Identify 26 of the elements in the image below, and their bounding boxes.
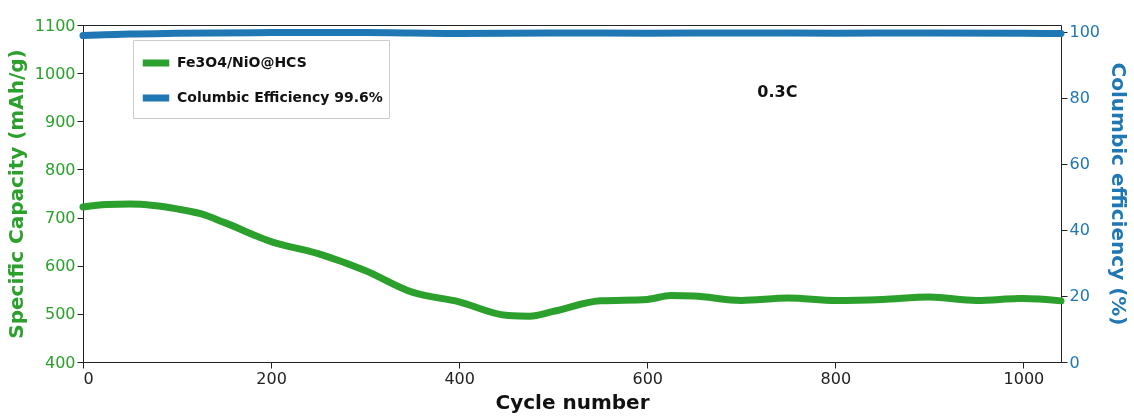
y2-tick-label: 60 bbox=[1069, 154, 1090, 174]
x-tick-label: 400 bbox=[444, 368, 475, 388]
y-axis-title: Specific Capacity (mAh/g) bbox=[3, 49, 28, 339]
x-tick-label: 0 bbox=[83, 368, 94, 388]
y-tick-label: 1100 bbox=[34, 15, 76, 35]
x-tick-label: 1000 bbox=[1003, 368, 1045, 388]
y-tick-label: 700 bbox=[44, 208, 76, 228]
y-tick-label: 500 bbox=[44, 304, 76, 324]
y-tick-label: 900 bbox=[44, 111, 76, 131]
y2-tick-label: 40 bbox=[1069, 220, 1090, 240]
y2-axis-title: Columbic efficiency (%) bbox=[1107, 62, 1132, 326]
y2-tick-label: 100 bbox=[1069, 22, 1101, 42]
y-tick-label: 800 bbox=[44, 159, 76, 179]
x-tick-label: 200 bbox=[256, 368, 287, 388]
x-axis-title: Cycle number bbox=[495, 389, 650, 414]
x-tick-label: 600 bbox=[632, 368, 663, 388]
y2-tick-label: 20 bbox=[1069, 286, 1090, 306]
legend-label: Columbic Efficiency 99.6% bbox=[177, 89, 383, 105]
y2-tick-label: 80 bbox=[1069, 88, 1090, 108]
y-tick-label: 400 bbox=[44, 352, 76, 372]
y-tick-label: 1000 bbox=[34, 63, 76, 83]
y-tick-label: 600 bbox=[44, 256, 76, 276]
x-tick-label: 800 bbox=[820, 368, 852, 388]
annotation: 0.3C bbox=[757, 82, 798, 102]
y2-tick-label: 0 bbox=[1069, 352, 1080, 372]
legend-label: Fe3O4/NiO@HCS bbox=[177, 54, 307, 70]
